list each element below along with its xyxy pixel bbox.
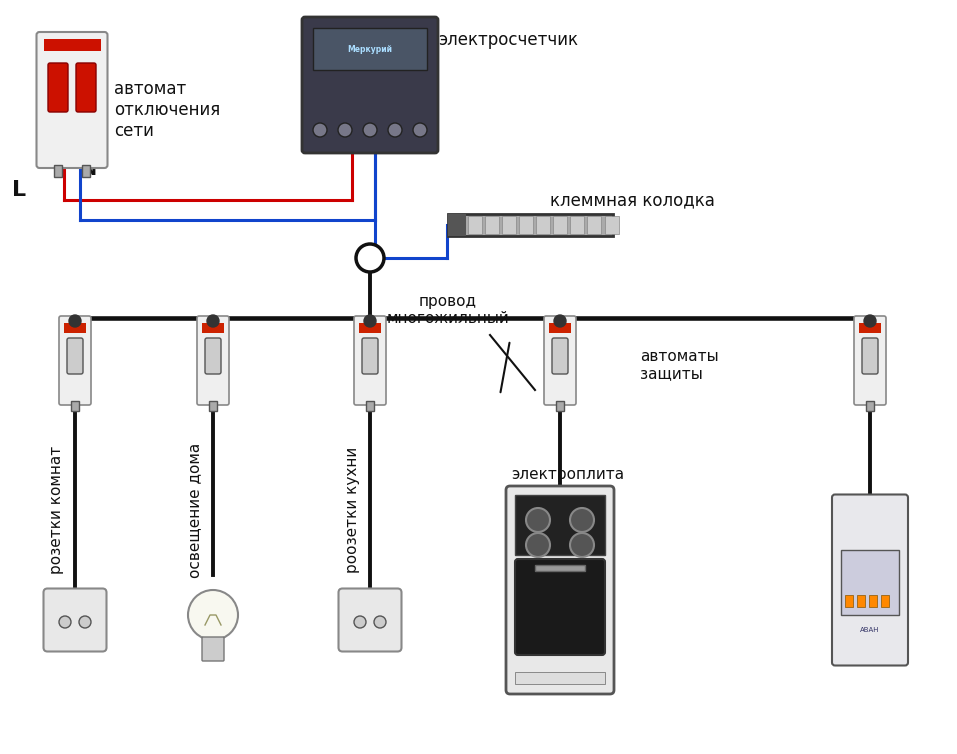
Circle shape xyxy=(354,616,366,628)
FancyBboxPatch shape xyxy=(544,316,576,405)
FancyBboxPatch shape xyxy=(43,589,106,651)
FancyBboxPatch shape xyxy=(76,63,96,112)
Circle shape xyxy=(413,123,427,137)
FancyBboxPatch shape xyxy=(67,338,83,374)
Bar xyxy=(549,323,571,333)
Text: ТЭН: ТЭН xyxy=(842,548,898,572)
FancyBboxPatch shape xyxy=(354,316,386,405)
Text: электроплита: электроплита xyxy=(511,467,625,483)
Text: роозетки кухни: роозетки кухни xyxy=(345,447,360,573)
Text: автомат
отключения
сети: автомат отключения сети xyxy=(114,80,220,139)
Bar xyxy=(857,595,865,607)
Circle shape xyxy=(363,123,377,137)
Circle shape xyxy=(59,616,71,628)
Circle shape xyxy=(864,315,876,327)
Bar xyxy=(869,595,877,607)
Bar xyxy=(448,214,612,236)
Text: L: L xyxy=(12,180,26,200)
Bar xyxy=(202,323,224,333)
Bar xyxy=(515,672,605,684)
Circle shape xyxy=(81,40,91,50)
Circle shape xyxy=(188,590,238,640)
Text: розетки комнат: розетки комнат xyxy=(50,446,64,574)
Bar xyxy=(866,401,874,411)
Bar xyxy=(359,323,381,333)
Bar xyxy=(484,216,499,234)
Circle shape xyxy=(313,123,327,137)
Circle shape xyxy=(388,123,402,137)
FancyBboxPatch shape xyxy=(832,495,908,666)
FancyBboxPatch shape xyxy=(202,637,224,661)
Circle shape xyxy=(207,315,219,327)
Bar xyxy=(366,401,374,411)
Circle shape xyxy=(69,315,81,327)
Bar xyxy=(468,216,481,234)
Circle shape xyxy=(374,616,386,628)
Bar xyxy=(43,39,100,51)
FancyBboxPatch shape xyxy=(339,589,402,651)
Bar xyxy=(209,401,217,411)
Circle shape xyxy=(526,533,550,557)
Bar xyxy=(448,214,465,236)
Circle shape xyxy=(364,315,376,327)
FancyBboxPatch shape xyxy=(205,338,221,374)
Bar xyxy=(556,401,564,411)
FancyBboxPatch shape xyxy=(552,338,568,374)
Text: АВАН: АВАН xyxy=(860,627,879,633)
Bar xyxy=(570,216,585,234)
Bar xyxy=(313,28,427,70)
Bar xyxy=(501,216,516,234)
Bar xyxy=(859,323,881,333)
Text: автоматы
защиты: автоматы защиты xyxy=(640,349,719,382)
Circle shape xyxy=(79,616,91,628)
Bar xyxy=(881,595,889,607)
Bar xyxy=(64,323,86,333)
Text: клеммная колодка: клеммная колодка xyxy=(550,191,715,209)
Text: провод
многожильный: провод многожильный xyxy=(387,294,509,326)
FancyBboxPatch shape xyxy=(515,559,605,655)
FancyBboxPatch shape xyxy=(48,63,68,112)
Bar xyxy=(519,216,533,234)
Bar xyxy=(553,216,568,234)
Bar xyxy=(841,550,899,615)
Text: Меркурий: Меркурий xyxy=(347,45,392,54)
FancyBboxPatch shape xyxy=(59,316,91,405)
Bar xyxy=(71,401,79,411)
Bar xyxy=(605,216,618,234)
Bar xyxy=(535,565,585,571)
Circle shape xyxy=(356,244,384,272)
Bar xyxy=(515,495,605,555)
Circle shape xyxy=(338,123,352,137)
Text: освещение дома: освещение дома xyxy=(188,443,203,578)
Circle shape xyxy=(554,315,566,327)
Circle shape xyxy=(570,508,594,532)
Circle shape xyxy=(526,508,550,532)
Circle shape xyxy=(53,40,63,50)
Bar xyxy=(82,165,90,177)
FancyBboxPatch shape xyxy=(36,32,107,168)
FancyBboxPatch shape xyxy=(302,17,438,153)
Text: N: N xyxy=(82,161,96,179)
FancyBboxPatch shape xyxy=(362,338,378,374)
FancyBboxPatch shape xyxy=(506,486,614,694)
Text: электросчетчик: электросчетчик xyxy=(438,31,578,49)
FancyBboxPatch shape xyxy=(197,316,229,405)
Circle shape xyxy=(570,533,594,557)
Bar xyxy=(54,165,62,177)
FancyBboxPatch shape xyxy=(862,338,878,374)
Bar xyxy=(845,595,853,607)
Bar xyxy=(536,216,550,234)
Bar xyxy=(588,216,601,234)
FancyBboxPatch shape xyxy=(854,316,886,405)
